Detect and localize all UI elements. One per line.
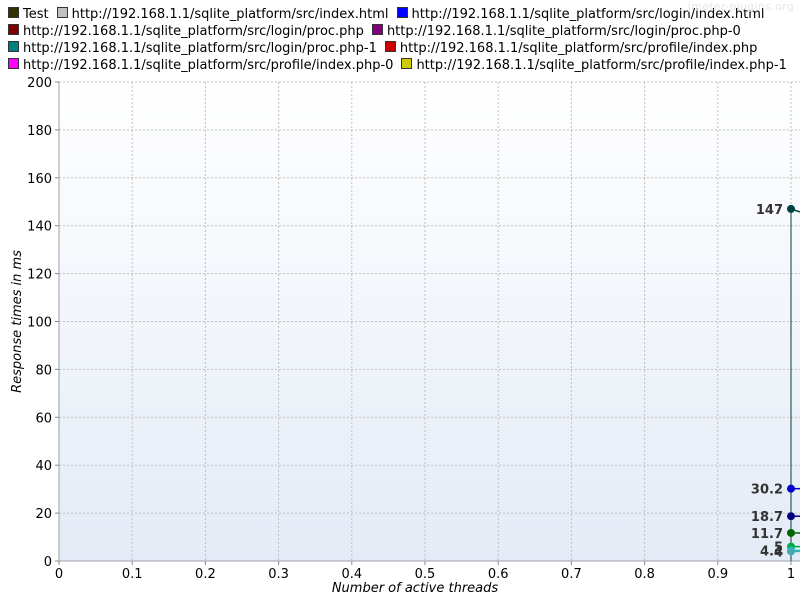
data-label: 147 [756,203,783,218]
x-tick-label: 0.2 [195,567,216,582]
x-axis-title: Number of active threads [332,581,499,596]
y-tick-label: 80 [35,363,52,378]
legend-row: http://192.168.1.1/sqlite_platform/src/p… [8,57,795,74]
y-tick-label: 160 [27,172,52,187]
x-tick-label: 0.3 [268,567,289,582]
legend-label: Test [23,7,49,22]
legend-row: http://192.168.1.1/sqlite_platform/src/l… [8,23,749,40]
legend-swatch [8,7,19,18]
legend-item: http://192.168.1.1/sqlite_platform/src/l… [396,6,765,23]
legend-row: http://192.168.1.1/sqlite_platform/src/l… [8,40,765,57]
legend-label: http://192.168.1.1/sqlite_platform/src/i… [71,7,389,22]
y-tick-label: 200 [27,76,52,91]
x-tick-label: 0 [55,567,63,582]
x-tick-label: 0.7 [561,567,582,582]
data-label: 4.4 [760,544,783,559]
legend-item: http://192.168.1.1/sqlite_platform/src/p… [401,57,787,74]
legend-swatch [384,41,396,52]
legend-row: Test http://192.168.1.1/sqlite_platform/s… [8,6,772,23]
legend-label: http://192.168.1.1/sqlite_platform/src/p… [23,58,394,73]
data-point [787,512,795,521]
y-tick-label: 0 [44,555,52,570]
data-label: 4 [774,545,783,560]
y-tick-label: 120 [27,268,52,283]
legend-item: http://192.168.1.1/sqlite_platform/src/p… [8,57,393,74]
x-tick-label: 0.9 [707,567,728,582]
legend-swatch [56,7,68,18]
legend-swatch [396,7,408,18]
data-label: 11.7 [751,527,783,542]
x-tick-label: 0.6 [488,567,509,582]
data-label: 18.7 [751,510,783,525]
legend-label: http://192.168.1.1/sqlite_platform/src/l… [23,41,377,56]
watermark: jmeter-plugins.org [687,0,794,13]
y-tick-label: 40 [35,459,52,474]
legend-swatch [8,58,19,69]
legend-label: http://192.168.1.1/sqlite_platform/src/p… [416,58,787,73]
data-point [787,204,795,213]
legend-item: Test [8,6,49,23]
data-label: 5 [774,541,783,556]
legend-item: http://192.168.1.1/sqlite_platform/src/l… [8,23,364,40]
legend-item: http://192.168.1.1/sqlite_platform/src/l… [8,40,377,57]
legend-swatch [8,24,19,35]
data-label: 30.2 [751,483,783,498]
x-tick-label: 0.8 [634,567,655,582]
legend-swatch [371,24,383,35]
y-axis-title: Response times in ms [10,250,25,393]
y-tick-label: 140 [27,220,52,235]
y-tick-label: 180 [27,124,52,139]
y-tick-label: 60 [35,411,52,426]
y-tick-label: 100 [27,316,52,331]
y-tick-label: 20 [35,507,52,522]
legend-item: http://192.168.1.1/sqlite_platform/src/l… [371,23,741,40]
x-tick-label: 0.4 [341,567,362,582]
legend-label: http://192.168.1.1/sqlite_platform/src/l… [23,24,364,39]
data-point [787,547,795,556]
x-tick-label: 0.1 [122,567,143,582]
legend-label: http://192.168.1.1/sqlite_platform/src/l… [411,7,765,22]
legend-label: http://192.168.1.1/sqlite_platform/src/l… [386,24,741,39]
legend-swatch [401,58,413,69]
legend-swatch [8,41,19,52]
data-point [787,484,795,493]
x-tick-label: 1 [787,567,795,582]
x-tick-label: 0.5 [415,567,436,582]
legend-item: http://192.168.1.1/sqlite_platform/src/p… [384,40,758,57]
legend-item: http://192.168.1.1/sqlite_platform/src/i… [56,6,389,23]
data-point [787,528,795,537]
legend-label: http://192.168.1.1/sqlite_platform/src/p… [399,41,758,56]
